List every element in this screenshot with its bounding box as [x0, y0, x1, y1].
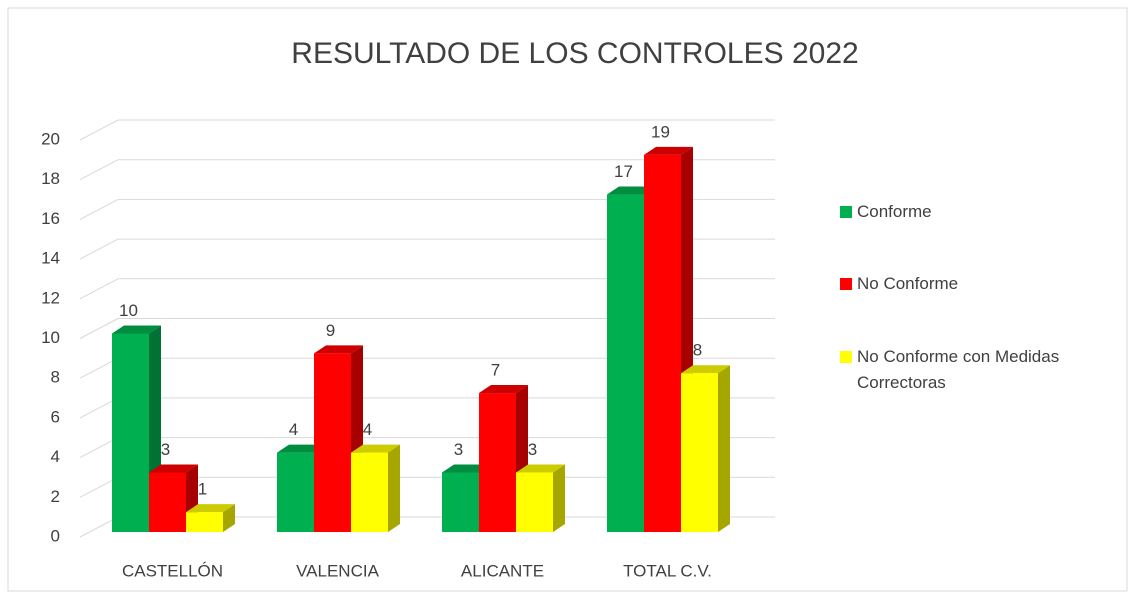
grid-line: [79, 318, 119, 339]
y-tick-label: 6: [51, 407, 60, 426]
data-label: 4: [289, 420, 298, 439]
bar-top: [186, 504, 235, 513]
grid-line: [79, 437, 119, 459]
bar-top: [681, 365, 730, 374]
y-tick-label: 12: [41, 288, 60, 307]
bar: [186, 512, 223, 532]
bar-top: [644, 146, 693, 155]
x-tick-label: VALENCIA: [296, 561, 379, 580]
grid-line: [79, 397, 119, 419]
bar-side: [718, 365, 730, 532]
legend-label: Conforme: [857, 202, 932, 221]
bar: [607, 194, 644, 533]
bar: [314, 353, 351, 532]
y-tick-label: 18: [41, 169, 60, 188]
grid-line: [79, 159, 119, 181]
bar-top: [277, 444, 326, 453]
x-tick-label: CASTELLÓN: [122, 561, 223, 580]
bar-top: [149, 464, 198, 473]
bar: [112, 333, 149, 532]
bar-top: [314, 345, 363, 354]
data-label: 4: [363, 420, 372, 439]
data-label: 3: [528, 440, 537, 459]
data-label: 10: [119, 301, 138, 320]
data-label: 8: [693, 341, 702, 360]
chart-title: RESULTADO DE LOS CONTROLES 2022: [291, 37, 858, 70]
data-label: 19: [651, 122, 670, 141]
bar: [149, 472, 186, 532]
bar-side: [388, 444, 400, 532]
legend-label: No Conforme con Medidas Correctoras: [857, 347, 1060, 392]
bar-top: [442, 464, 491, 473]
y-tick-label: 16: [41, 209, 60, 228]
grid-line: [79, 516, 119, 538]
bar: [681, 373, 718, 532]
y-tick-label: 14: [41, 249, 60, 268]
bar: [644, 154, 681, 532]
grid-line: [79, 119, 119, 141]
bar: [442, 472, 479, 532]
legend-swatch: [840, 206, 852, 218]
x-tick-label: TOTAL C.V.: [623, 561, 712, 580]
x-tick-label: ALICANTE: [461, 561, 544, 580]
legend-swatch: [840, 278, 852, 290]
bar-top: [607, 186, 656, 195]
y-tick-label: 2: [51, 487, 60, 506]
grid-line: [79, 198, 119, 220]
grid-line: [79, 357, 119, 379]
grid-line: [79, 278, 119, 300]
legend-swatch: [840, 351, 852, 363]
legend-label: No Conforme: [857, 274, 959, 293]
data-label: 9: [326, 321, 335, 340]
bar-side: [553, 464, 565, 532]
y-tick-label: 8: [51, 368, 60, 387]
bar-side: [223, 504, 235, 532]
grid-line: [79, 476, 119, 498]
data-label: 17: [614, 162, 633, 181]
bar: [351, 452, 388, 532]
bar-top: [516, 464, 565, 473]
y-tick-label: 20: [41, 129, 60, 148]
y-tick-label: 10: [41, 328, 60, 347]
y-tick-label: 0: [51, 526, 60, 545]
grid-line: [79, 238, 119, 260]
bar: [277, 452, 314, 532]
bar: [479, 393, 516, 532]
data-label: 3: [161, 440, 170, 459]
y-tick-label: 4: [51, 447, 60, 466]
data-label: 7: [491, 361, 500, 380]
bar-top: [479, 385, 528, 394]
bar-top: [112, 325, 161, 334]
bar: [516, 472, 553, 532]
data-label: 1: [198, 480, 207, 499]
data-label: 3: [454, 440, 463, 459]
bar-top: [351, 444, 400, 453]
